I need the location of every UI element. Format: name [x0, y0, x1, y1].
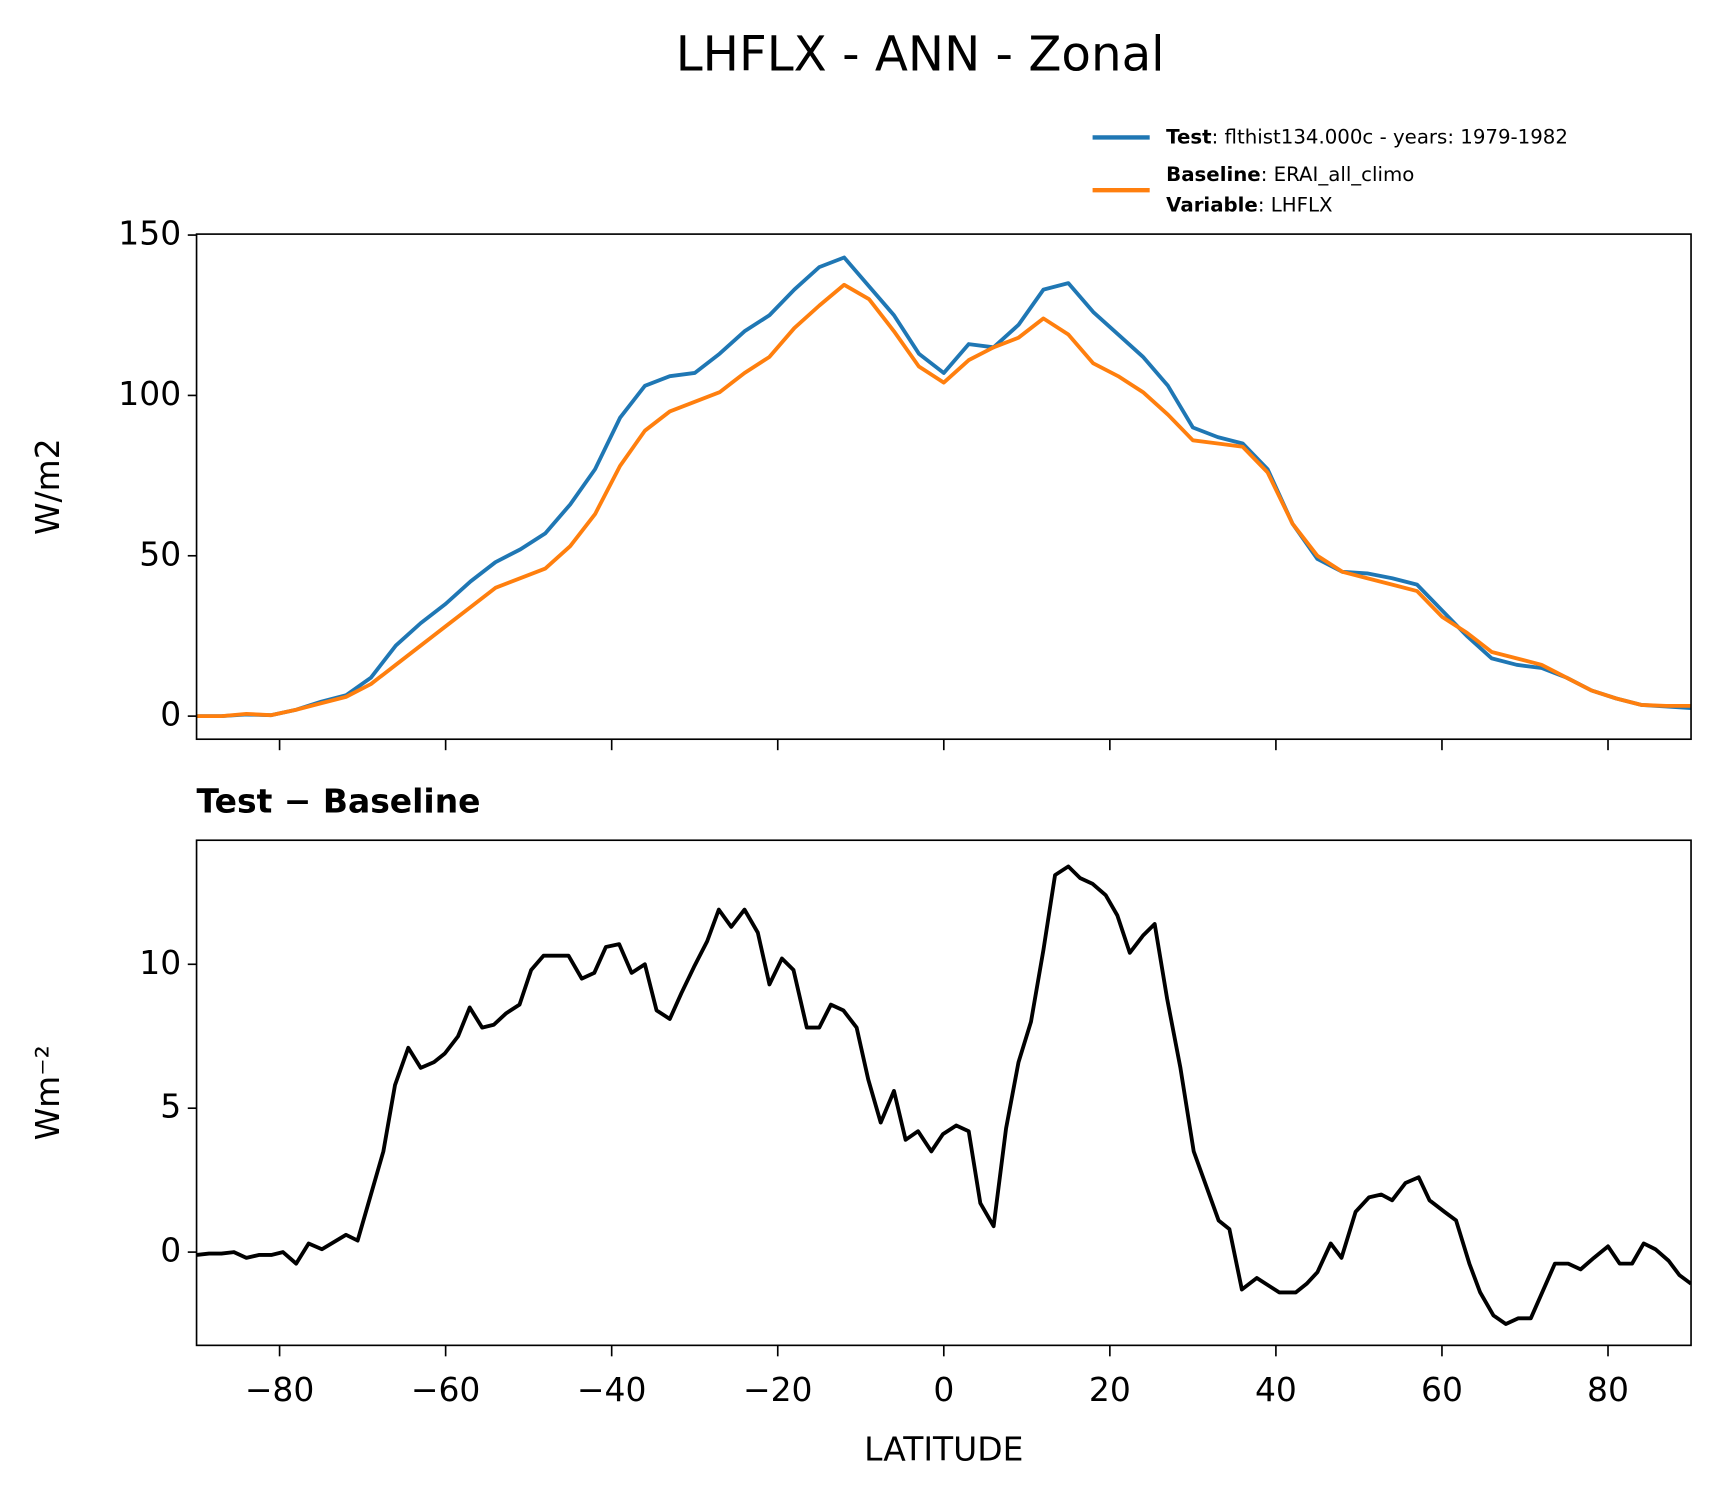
legend-name: Variable — [1166, 193, 1258, 216]
data-line — [196, 255, 1692, 719]
x-tick-label: 0 — [933, 1370, 954, 1409]
x-tick-label: −80 — [245, 1370, 315, 1409]
subplot-title: Test − Baseline — [197, 781, 481, 820]
legend-name: Test — [1166, 125, 1211, 148]
x-axis-label: LATITUDE — [864, 1429, 1023, 1468]
figure-title: LHFLX - ANN - Zonal — [676, 26, 1165, 82]
y-axis-label: W/m2 — [28, 438, 67, 535]
legend-text: : flthist134.000c - years: 1979-1982 — [1212, 125, 1568, 148]
axes-frame — [195, 233, 1692, 741]
x-tick-label: −40 — [577, 1370, 647, 1409]
y-axis-label: Wm⁻² — [28, 1045, 67, 1140]
y-tick-label: 100 — [118, 374, 181, 413]
x-tick-label: 20 — [1089, 1370, 1131, 1409]
legend-text: : ERAI_all_climo — [1261, 162, 1415, 185]
data-line — [196, 282, 1692, 719]
x-tick-label: 80 — [1587, 1370, 1629, 1409]
x-tick-label: 60 — [1421, 1370, 1463, 1409]
legend-label: Variable: LHFLX — [1166, 193, 1332, 216]
x-tick-label: −60 — [411, 1370, 481, 1409]
y-tick-label: 10 — [139, 943, 181, 982]
x-tick-label: −20 — [743, 1370, 813, 1409]
x-tick-label: 40 — [1255, 1370, 1297, 1409]
legend-text: : LHFLX — [1258, 193, 1333, 216]
y-tick-label: 0 — [160, 1231, 181, 1270]
legend-label: Baseline: ERAI_all_climo — [1166, 162, 1414, 185]
axes-frame — [195, 839, 1692, 1347]
y-tick-label: 0 — [160, 695, 181, 734]
legend-name: Baseline — [1166, 162, 1261, 185]
data-line — [196, 864, 1692, 1326]
y-tick-label: 50 — [139, 534, 181, 573]
y-tick-label: 150 — [118, 214, 181, 253]
y-tick-label: 5 — [160, 1087, 181, 1126]
legend-label: Test: flthist134.000c - years: 1979-1982 — [1166, 125, 1568, 148]
